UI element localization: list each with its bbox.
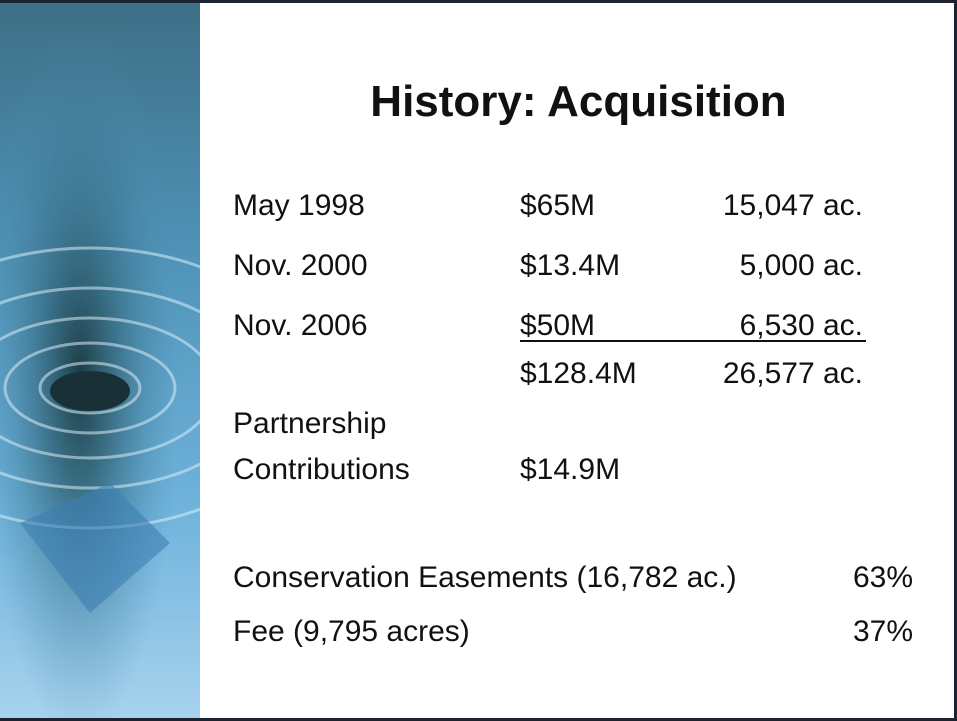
acres: 15,047 ac.: [660, 191, 863, 221]
land-label: Fee (9,795 acres): [233, 617, 470, 647]
amount: $50M: [520, 311, 595, 341]
date: Nov. 2000: [233, 251, 368, 281]
sum-line: [520, 340, 866, 342]
partnership-label: Partnership: [233, 409, 386, 439]
slide: History: Acquisition May 1998 $65M 15,04…: [0, 0, 957, 721]
title: History: Acquisition: [200, 77, 957, 127]
amount: $65M: [520, 191, 595, 221]
total-amount: $128.4M: [520, 359, 637, 389]
land-label: Conservation Easements (16,782 ac.): [233, 563, 737, 593]
date: May 1998: [233, 191, 365, 221]
land-share: 37%: [810, 617, 913, 647]
acres: 5,000 ac.: [660, 251, 863, 281]
partnership-label: Contributions: [233, 455, 410, 485]
water-image: [0, 3, 200, 721]
amount: $13.4M: [520, 251, 620, 281]
acres: 6,530 ac.: [660, 311, 863, 341]
land-share: 63%: [810, 563, 913, 593]
total-acres: 26,577 ac.: [660, 359, 863, 389]
partnership-amount: $14.9M: [520, 455, 620, 485]
date: Nov. 2006: [233, 311, 368, 341]
